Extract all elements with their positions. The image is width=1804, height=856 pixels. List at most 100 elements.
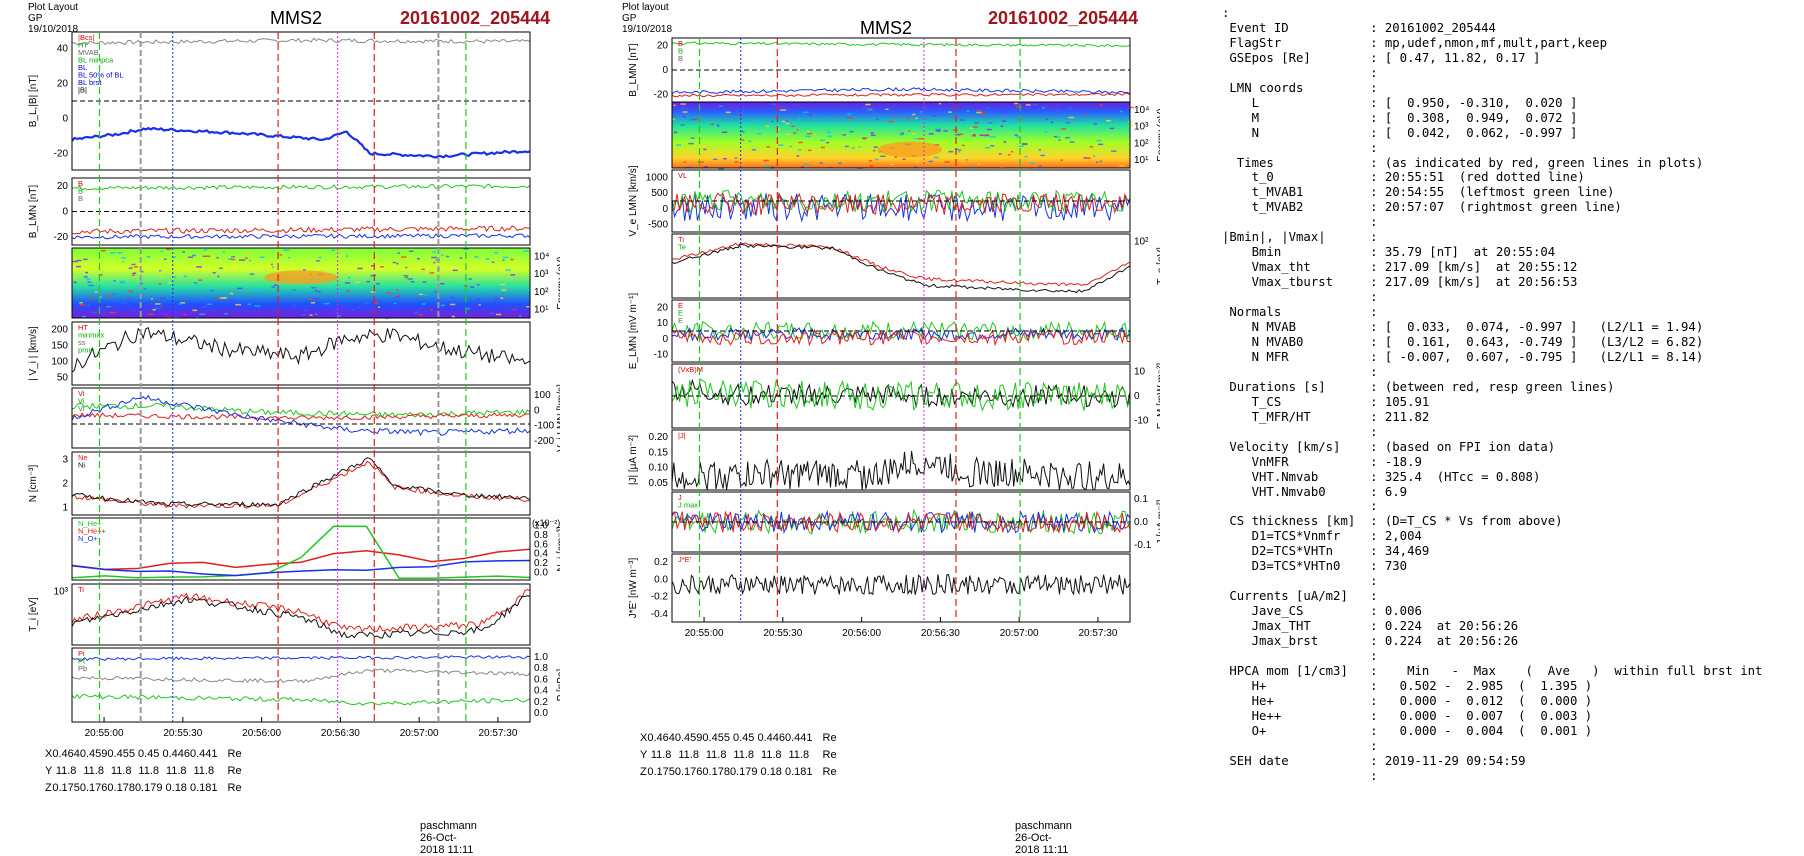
y-axis-label: Energy (eV): [1156, 108, 1160, 161]
spectrogram-speck: [912, 113, 916, 116]
spectrogram-speck: [947, 102, 954, 105]
y-axis-label: B_LMN [nT]: [28, 185, 39, 239]
spectrogram-speck: [985, 147, 991, 149]
spectrogram-speck: [1099, 104, 1103, 106]
plot-panel: 0.1 0.0 -0.1 J [μA m⁻²] JJ max: [671, 491, 1160, 553]
middle-position-table: X 0.464 0.459 0.455 0.45 0.446 0.441 Re Y 11.8 11.…: [640, 729, 837, 780]
y-axis-label: N [cm⁻³]: [28, 465, 39, 503]
spectrogram-speck: [683, 161, 687, 163]
spectrogram-speck: [178, 303, 182, 305]
spectrogram-speck: [466, 307, 471, 310]
position-value: 0.45: [137, 747, 160, 760]
spectrogram-speck: [1056, 136, 1061, 138]
spectrogram-speck: [335, 290, 341, 292]
position-row: Z 0.175 0.176 0.178 0.179 0.18 0.181 Re: [45, 779, 242, 796]
spectrogram-speck: [900, 132, 905, 135]
spectrogram-speck: [1089, 145, 1094, 148]
middle-title: MMS2: [860, 18, 913, 38]
spectrogram-speck: [337, 254, 343, 257]
spectrogram-speck: [419, 314, 423, 316]
spectrogram-speck: [405, 276, 408, 279]
panel-frame: [671, 429, 1131, 491]
spectrogram-speck: [1022, 143, 1027, 145]
spectrogram-speck: [450, 303, 456, 306]
spectrogram-speck: [380, 266, 384, 268]
spectrogram-speck: [962, 144, 965, 147]
plot-panel: 1.00.80.60.40.20.0 N_i [cm⁻³](x10⁻²) N_He+…: [71, 517, 560, 581]
position-unit: Re: [822, 765, 837, 778]
spectrogram-speck: [710, 123, 714, 126]
spectrogram-speck: [870, 134, 876, 137]
spectrogram-speck: [316, 257, 320, 259]
spectrogram-speck: [867, 108, 872, 110]
spectrogram-speck: [820, 139, 826, 142]
series-line: [671, 192, 1131, 215]
series-line: [672, 242, 1131, 287]
spectrogram-speck: [686, 166, 692, 169]
spectrogram-speck: [730, 110, 737, 112]
spectrogram-speck: [73, 277, 77, 279]
spectrogram-speck: [491, 261, 495, 264]
spectrogram-speck: [1040, 154, 1045, 157]
spectrogram-speck: [172, 276, 177, 279]
spectrogram-speck: [499, 297, 504, 299]
spectrogram-speck: [972, 126, 978, 128]
spectrogram-speck: [370, 291, 376, 293]
series-line: [671, 451, 1131, 491]
legend-entry: HT: [78, 323, 88, 332]
spectrogram-speck: [131, 255, 135, 258]
middle-header: Plot layout GP 19/10/2018: [622, 2, 673, 35]
spectrogram-speck: [88, 284, 94, 287]
spectrogram-speck: [459, 257, 463, 259]
y-tick-label: 10¹: [534, 305, 549, 316]
spectrogram-speck: [1003, 141, 1007, 143]
spectrogram-speck: [1000, 125, 1004, 127]
spectrogram-speck: [948, 150, 954, 153]
spectrogram-speck: [1050, 121, 1053, 124]
spectrogram-speck: [79, 302, 83, 304]
y-tick-label: 20: [57, 181, 69, 192]
spectrogram-speck: [452, 269, 458, 272]
spectrogram-speck: [510, 274, 516, 276]
spectrogram-speck: [789, 145, 792, 148]
y-tick-label: -10: [1134, 415, 1149, 426]
y-tick-label: 0: [62, 207, 68, 218]
spectrogram-speck: [155, 307, 161, 310]
y-tick-label: 0.4: [534, 549, 548, 560]
y-tick-label: 150: [51, 341, 68, 352]
y-axis-label: E_LMN [mV m⁻¹]: [628, 293, 639, 370]
spectrogram-speck: [899, 134, 904, 136]
spectrogram-speck: [958, 151, 961, 153]
spectrogram-speck: [751, 149, 756, 151]
spectrogram-speck: [162, 313, 168, 315]
spectrogram-speck: [450, 296, 455, 299]
spectrogram-speck: [152, 308, 156, 311]
y-tick-label: 10: [1134, 367, 1146, 378]
spectrogram-speck: [1098, 143, 1104, 146]
spectrogram-speck: [121, 302, 127, 304]
spectrogram-speck: [888, 120, 895, 123]
spectrogram-speck: [72, 260, 78, 263]
plot-panel: 10³ T_i [eV] Ti: [28, 583, 531, 646]
spectrogram-speck: [983, 134, 990, 137]
spectrogram-speck: [206, 252, 212, 255]
spectrogram-speck: [254, 305, 261, 307]
spectrogram-speck: [315, 260, 320, 262]
spectrogram-speck: [321, 310, 325, 312]
spectrogram-speck: [808, 149, 812, 152]
series-line: [71, 668, 531, 684]
spectrogram-speck: [1083, 157, 1087, 159]
y-tick-label: 0.0: [534, 568, 548, 579]
y-tick-label: 10³: [1134, 122, 1149, 133]
y-axis-label: Energy (eV): [556, 256, 560, 309]
spectrogram-speck: [397, 252, 401, 254]
spectrogram-speck: [231, 255, 235, 258]
spectrogram-speck: [439, 272, 445, 275]
spectrogram-speck: [971, 166, 976, 169]
spectrogram-speck: [1065, 121, 1071, 124]
spectrogram-speck: [270, 263, 274, 266]
y-tick-label: 10²: [1134, 237, 1149, 248]
spectrogram-speck: [133, 310, 137, 313]
spectrogram-speck: [681, 107, 686, 110]
